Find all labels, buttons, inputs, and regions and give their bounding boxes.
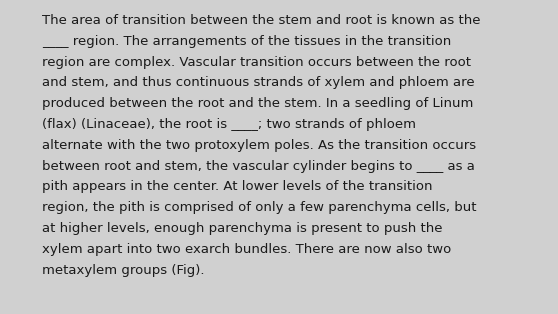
Text: (flax) (Linaceae), the root is ____; two strands of phloem: (flax) (Linaceae), the root is ____; two…	[42, 118, 416, 131]
Text: and stem, and thus continuous strands of xylem and phloem are: and stem, and thus continuous strands of…	[42, 76, 475, 89]
Text: The area of transition between the stem and root is known as the: The area of transition between the stem …	[42, 14, 480, 27]
Text: produced between the root and the stem. In a seedling of Linum: produced between the root and the stem. …	[42, 97, 473, 110]
Text: pith appears in the center. At lower levels of the transition: pith appears in the center. At lower lev…	[42, 181, 432, 193]
Text: at higher levels, enough parenchyma is present to push the: at higher levels, enough parenchyma is p…	[42, 222, 442, 235]
Text: between root and stem, the vascular cylinder begins to ____ as a: between root and stem, the vascular cyli…	[42, 160, 475, 173]
Text: region, the pith is comprised of only a few parenchyma cells, but: region, the pith is comprised of only a …	[42, 201, 477, 214]
Text: metaxylem groups (Fig).: metaxylem groups (Fig).	[42, 263, 204, 277]
Text: region are complex. Vascular transition occurs between the root: region are complex. Vascular transition …	[42, 56, 471, 68]
Text: alternate with the two protoxylem poles. As the transition occurs: alternate with the two protoxylem poles.…	[42, 139, 476, 152]
Text: xylem apart into two exarch bundles. There are now also two: xylem apart into two exarch bundles. The…	[42, 243, 451, 256]
Text: ____ region. The arrangements of the tissues in the transition: ____ region. The arrangements of the tis…	[42, 35, 451, 48]
